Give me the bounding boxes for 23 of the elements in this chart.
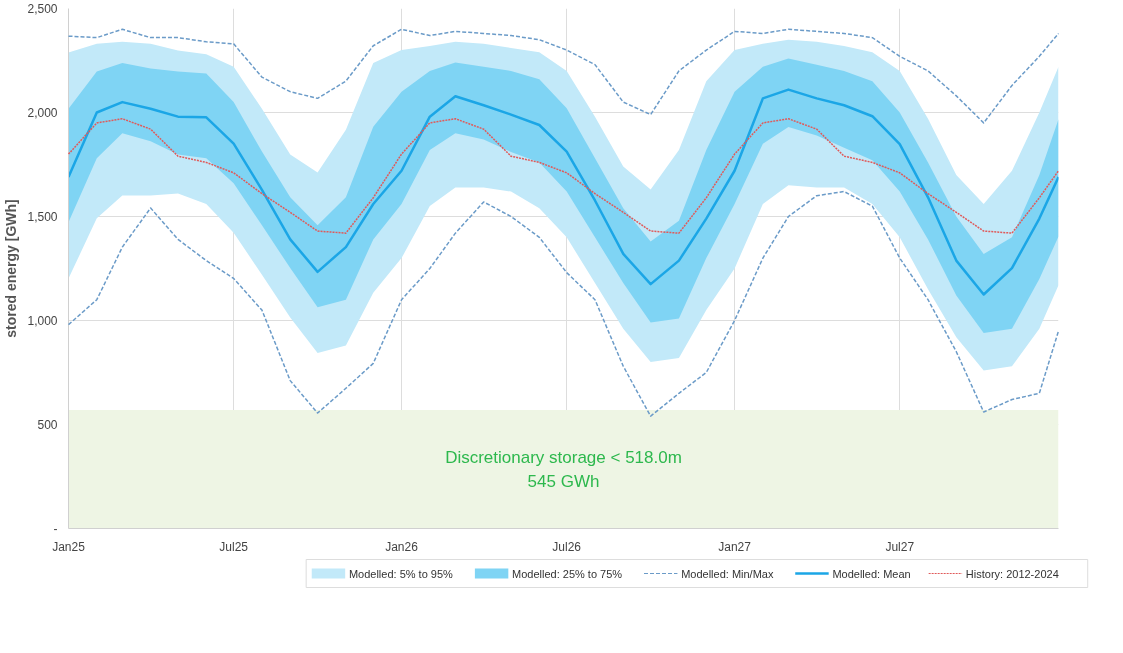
y-tick-label: 2,500 bbox=[27, 2, 58, 16]
legend-label: Modelled: 25% to 75% bbox=[512, 567, 623, 580]
x-tick-label: Jul25 bbox=[219, 539, 249, 554]
y-tick-label: 500 bbox=[37, 418, 58, 432]
legend-label: Modelled: 5% to 95% bbox=[348, 567, 454, 580]
x-tick-label: Jul26 bbox=[552, 539, 582, 554]
legend-label: Modelled: Min/Max bbox=[681, 567, 774, 580]
line-series bbox=[67, 117, 1060, 234]
y-tick-label: 1,000 bbox=[27, 314, 58, 328]
y-tick-label: 1,500 bbox=[27, 210, 58, 224]
line-series bbox=[67, 190, 1060, 417]
legend-label: Modelled: Mean bbox=[832, 567, 911, 580]
legend-label: History: 2012-2024 bbox=[965, 567, 1059, 580]
x-tick-label: Jan26 bbox=[385, 539, 419, 554]
x-tick-label: Jan25 bbox=[52, 539, 86, 554]
y-axis-title: stored energy [GWh] bbox=[3, 199, 20, 338]
line-series bbox=[68, 88, 1059, 296]
x-tick-label: Jan27 bbox=[718, 539, 752, 554]
band-label: Discretionary storage < 518.0m 545 GWh bbox=[445, 447, 682, 491]
y-tick-label: 2,000 bbox=[27, 106, 58, 120]
x-tick-label: Jul27 bbox=[885, 539, 915, 554]
y-tick-label: - bbox=[53, 522, 58, 536]
line-series bbox=[67, 28, 1060, 124]
